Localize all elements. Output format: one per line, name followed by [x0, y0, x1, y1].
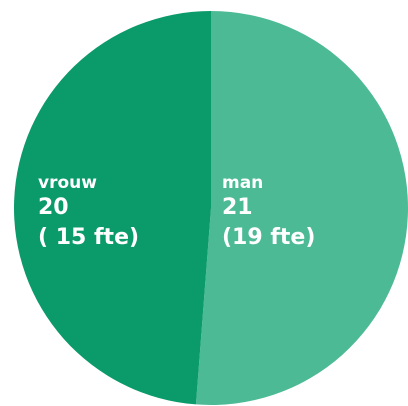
pie-slice [13, 11, 211, 405]
slice-name: man [222, 173, 263, 193]
slice-fte: (19 fte) [222, 225, 315, 250]
slice-name: vrouw [38, 173, 97, 193]
slice-value: 20 [38, 195, 69, 220]
pie-slice [195, 11, 408, 405]
slice-value: 21 [222, 195, 253, 220]
slice-fte: ( 15 fte) [38, 225, 139, 250]
